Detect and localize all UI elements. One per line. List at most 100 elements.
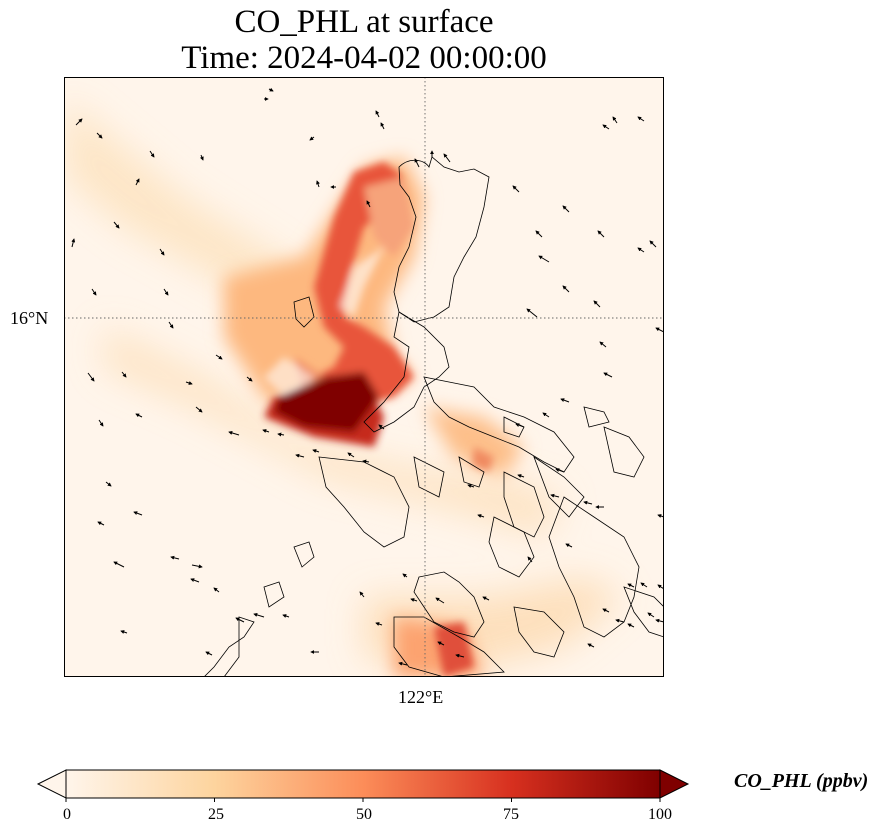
- wind-arrow: [599, 341, 607, 348]
- wind-arrow: [615, 618, 625, 623]
- map-panel: [64, 77, 664, 677]
- wind-arrow: [375, 110, 380, 118]
- wind-arrow: [555, 468, 565, 473]
- co-concentration-field: [64, 97, 624, 677]
- wind-arrow: [246, 376, 253, 382]
- wind-arrow: [443, 153, 451, 163]
- wind-arrow: [593, 300, 601, 308]
- colorbar-label: CO_PHL (ppbv): [734, 770, 869, 792]
- wind-arrow: [228, 431, 240, 436]
- wind-arrow: [359, 591, 365, 598]
- colorbar-tick-75: 75: [503, 806, 519, 823]
- colorbar-tick-100: 100: [648, 806, 672, 823]
- wind-arrow: [113, 221, 120, 229]
- wind-arrow: [435, 597, 445, 604]
- wind-arrow: [135, 413, 143, 418]
- wind-arrow: [647, 612, 655, 618]
- colorbar-tick-0: 0: [63, 806, 71, 823]
- wind-arrow: [512, 185, 520, 193]
- wind-arrow: [602, 124, 610, 130]
- wind-arrow: [185, 381, 193, 385]
- wind-arrow: [75, 118, 83, 126]
- wind-arrow: [309, 136, 315, 141]
- wind-arrow: [71, 238, 76, 248]
- wind-arrow: [362, 459, 370, 464]
- wind-arrow: [366, 200, 371, 208]
- wind-arrow: [96, 132, 103, 139]
- wind-arrow: [455, 653, 465, 658]
- wind-arrow: [133, 511, 143, 516]
- colorbar-tick-50: 50: [356, 806, 372, 823]
- wind-arrow: [253, 613, 265, 618]
- wind-arrow: [542, 412, 550, 418]
- wind-arrow: [268, 87, 274, 92]
- wind-arrow: [602, 608, 610, 613]
- wind-arrow: [560, 398, 570, 403]
- wind-arrow: [583, 500, 593, 505]
- wind-arrow: [655, 618, 664, 623]
- wind-arrow: [562, 205, 570, 213]
- wind-arrow: [637, 247, 645, 253]
- wind-arrow: [163, 288, 169, 296]
- map-subtitle-time: Time: 2024-04-02 00:00:00: [181, 40, 547, 76]
- wind-arrow: [91, 288, 97, 296]
- colorbar-extend-low: [36, 769, 67, 799]
- wind-arrow: [562, 285, 570, 293]
- wind-arrow: [538, 255, 550, 263]
- wind-arrow: [410, 598, 418, 602]
- wind-arrow: [637, 116, 645, 122]
- wind-arrow: [375, 622, 383, 626]
- wind-arrow: [113, 561, 125, 568]
- wind-arrow: [597, 230, 605, 238]
- wind-arrow: [627, 623, 635, 628]
- wind-arrow: [527, 556, 533, 563]
- wind-arrow: [191, 564, 203, 569]
- wind-arrow: [627, 583, 635, 588]
- wind-arrow: [398, 661, 408, 666]
- wind-arrow: [205, 651, 213, 656]
- colorbar-tick-25: 25: [208, 806, 224, 823]
- wind-arrow: [170, 555, 180, 560]
- wind-arrow: [640, 582, 648, 588]
- wind-arrow: [414, 158, 420, 168]
- wind-arrow: [277, 432, 285, 437]
- wind-arrow: [168, 321, 174, 329]
- wind-arrow: [378, 424, 385, 430]
- wind-arrow: [517, 474, 525, 478]
- wind-arrow: [98, 419, 104, 427]
- wind-vectors: [71, 87, 664, 666]
- wind-arrow: [295, 453, 305, 458]
- wind-arrow: [190, 578, 200, 583]
- colorbar: [36, 769, 690, 802]
- wind-arrow: [282, 614, 290, 618]
- wind-arrow: [565, 543, 573, 548]
- wind-arrow: [477, 514, 485, 518]
- wind-arrow: [380, 122, 385, 130]
- longitude-tick-label: 122°E: [398, 687, 444, 707]
- wind-arrow: [316, 180, 320, 188]
- wind-arrow: [402, 573, 408, 578]
- wind-arrow: [655, 327, 664, 333]
- wind-arrow: [195, 406, 203, 413]
- wind-arrow: [135, 178, 140, 186]
- wind-arrow: [159, 248, 165, 256]
- wind-arrow: [482, 596, 490, 601]
- map-title: CO_PHL at surface: [234, 4, 494, 40]
- wind-arrow: [612, 116, 618, 124]
- wind-arrow: [87, 372, 95, 382]
- wind-arrow: [97, 521, 105, 526]
- wind-arrow: [199, 154, 204, 161]
- map-frame: [64, 77, 664, 677]
- colorbar-body: [65, 769, 661, 799]
- wind-arrow: [550, 493, 560, 498]
- wind-arrow: [603, 372, 613, 378]
- wind-arrow: [215, 354, 223, 360]
- wind-arrow: [120, 630, 128, 634]
- latitude-tick-label: 16°N: [10, 308, 49, 328]
- wind-arrow: [437, 641, 445, 646]
- wind-arrow: [105, 481, 112, 487]
- wind-arrow: [121, 371, 127, 378]
- wind-arrow: [515, 423, 525, 428]
- wind-arrow: [312, 449, 320, 453]
- wind-arrow: [235, 617, 245, 623]
